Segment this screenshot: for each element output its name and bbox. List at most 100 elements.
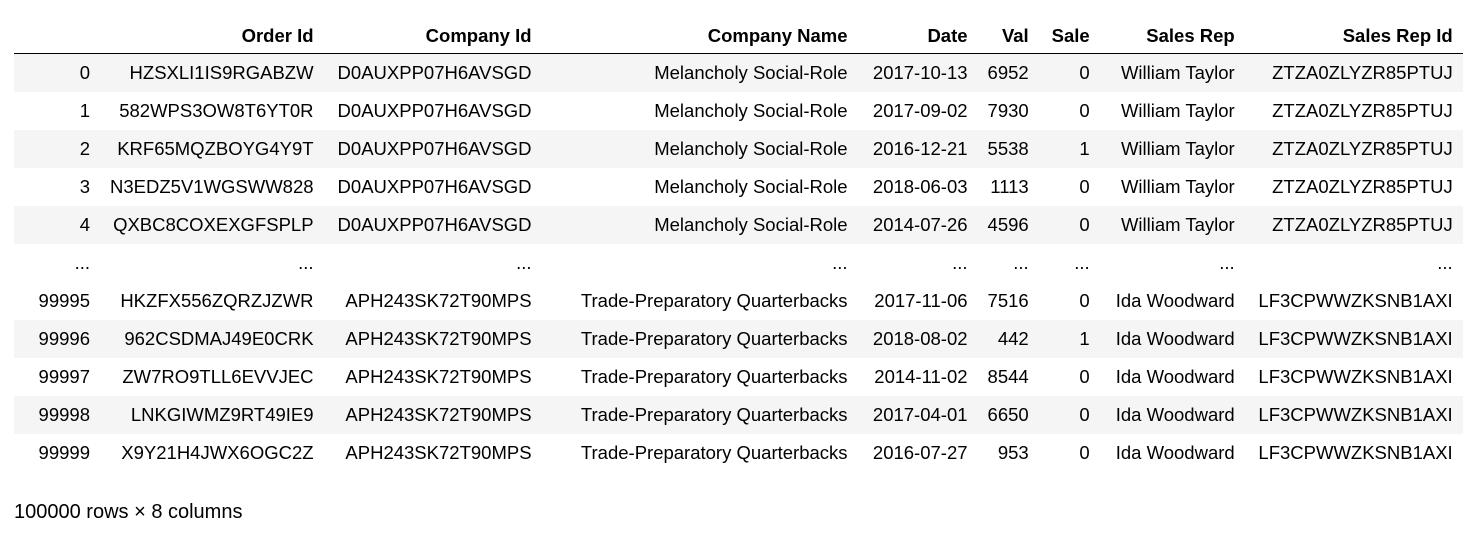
date-cell: 2018-06-03 xyxy=(857,168,978,206)
sales-rep-id-cell: LF3CPWWZKSNB1AXI xyxy=(1244,358,1463,396)
sales-rep-cell: William Taylor xyxy=(1099,53,1245,92)
table-row: 99996 962CSDMAJ49E0CRK APH243SK72T90MPS Tra… xyxy=(14,320,1463,358)
order-id-cell: ZW7RO9TLL6EVVJEC xyxy=(100,358,324,396)
row-index: ... xyxy=(74,252,90,273)
sales-rep-cell: Ida Woodward xyxy=(1099,282,1245,320)
val-cell: 1113 xyxy=(977,168,1039,206)
sales-rep-id-cell: ZTZA0ZLYZR85PTUJ xyxy=(1244,92,1463,130)
sales-rep-cell: Ida Woodward xyxy=(1099,358,1245,396)
date-cell: ... xyxy=(952,252,968,273)
order-id-cell: 582WPS3OW8T6YT0R xyxy=(100,92,324,130)
date-cell: 2017-09-02 xyxy=(857,92,978,130)
sales-rep-id-cell: ZTZA0ZLYZR85PTUJ xyxy=(1244,206,1463,244)
date-cell: 2017-11-06 xyxy=(857,282,978,320)
sale-cell: 0 xyxy=(1038,92,1100,130)
sales-rep-cell: Ida Woodward xyxy=(1099,320,1245,358)
val-cell: 6650 xyxy=(977,396,1039,434)
company-id-cell: APH243SK72T90MPS xyxy=(323,434,542,472)
sale-cell: ... xyxy=(1074,252,1090,273)
row-index: 2 xyxy=(14,130,100,168)
company-id-cell: D0AUXPP07H6AVSGD xyxy=(323,206,542,244)
order-id-cell: X9Y21H4JWX6OGC2Z xyxy=(100,434,324,472)
row-index: 4 xyxy=(14,206,100,244)
order-id-cell: HZSXLI1IS9RGABZW xyxy=(100,53,324,92)
company-id-cell: APH243SK72T90MPS xyxy=(323,358,542,396)
date-cell: 2017-04-01 xyxy=(857,396,978,434)
order-id-cell: KRF65MQZBOYG4Y9T xyxy=(100,130,324,168)
table-row: 0 HZSXLI1IS9RGABZW D0AUXPP07H6AVSGD Melanch… xyxy=(14,53,1463,92)
row-index: 99997 xyxy=(14,358,100,396)
company-id-cell: APH243SK72T90MPS xyxy=(323,396,542,434)
order-id-cell: QXBC8COXEXGFSPLP xyxy=(100,206,324,244)
order-id-cell: HKZFX556ZQRZJZWR xyxy=(100,282,324,320)
val-cell: 442 xyxy=(977,320,1039,358)
sale-cell: 0 xyxy=(1038,53,1100,92)
sales-rep-id-cell: LF3CPWWZKSNB1AXI xyxy=(1244,320,1463,358)
company-name-cell: Trade-Preparatory Quarterbacks xyxy=(541,434,858,472)
order-id-cell: N3EDZ5V1WGSWW828 xyxy=(100,168,324,206)
sales-rep-cell: ... xyxy=(1219,252,1235,273)
company-name-cell: ... xyxy=(832,252,848,273)
sales-rep-cell: William Taylor xyxy=(1099,130,1245,168)
sales-rep-id-cell: ZTZA0ZLYZR85PTUJ xyxy=(1244,130,1463,168)
index-header xyxy=(14,18,100,54)
sale-cell: 0 xyxy=(1038,282,1100,320)
table-row: 99998 LNKGIWMZ9RT49IE9 APH243SK72T90MPS Tra… xyxy=(14,396,1463,434)
sales-rep-id-cell: LF3CPWWZKSNB1AXI xyxy=(1244,434,1463,472)
company-name-cell: Melancholy Social-Role xyxy=(541,168,858,206)
company-name-cell: Trade-Preparatory Quarterbacks xyxy=(541,282,858,320)
table-row: 99995 HKZFX556ZQRZJZWR APH243SK72T90MPS Tra… xyxy=(14,282,1463,320)
sale-cell: 0 xyxy=(1038,434,1100,472)
dataframe-table: Order Id Company Id Company Name Date Va… xyxy=(14,18,1463,472)
sale-cell: 1 xyxy=(1038,320,1100,358)
table-body: 0 HZSXLI1IS9RGABZW D0AUXPP07H6AVSGD Melanch… xyxy=(14,53,1463,472)
company-name-cell: Melancholy Social-Role xyxy=(541,206,858,244)
row-index: 99996 xyxy=(14,320,100,358)
column-header-sales-rep: Sales Rep xyxy=(1099,18,1245,54)
table-row: 99997 ZW7RO9TLL6EVVJEC APH243SK72T90MPS Tra… xyxy=(14,358,1463,396)
company-name-cell: Trade-Preparatory Quarterbacks xyxy=(541,396,858,434)
column-header-sales-rep-id: Sales Rep Id xyxy=(1244,18,1463,54)
column-header-company-name: Company Name xyxy=(541,18,858,54)
row-index: 99999 xyxy=(14,434,100,472)
date-cell: 2014-07-26 xyxy=(857,206,978,244)
row-index: 99995 xyxy=(14,282,100,320)
sales-rep-cell: William Taylor xyxy=(1099,92,1245,130)
ellipsis-row: ........................... xyxy=(14,244,1463,282)
table-row: 99999 X9Y21H4JWX6OGC2Z APH243SK72T90MPS Tra… xyxy=(14,434,1463,472)
company-id-cell: APH243SK72T90MPS xyxy=(323,320,542,358)
sales-rep-id-cell: ZTZA0ZLYZR85PTUJ xyxy=(1244,168,1463,206)
column-header-date: Date xyxy=(857,18,978,54)
company-id-cell: ... xyxy=(516,252,532,273)
sale-cell: 0 xyxy=(1038,206,1100,244)
sale-cell: 0 xyxy=(1038,358,1100,396)
sale-cell: 0 xyxy=(1038,396,1100,434)
column-header-val: Val xyxy=(977,18,1039,54)
company-id-cell: D0AUXPP07H6AVSGD xyxy=(323,92,542,130)
table-row: 3 N3EDZ5V1WGSWW828 D0AUXPP07H6AVSGD Melanch… xyxy=(14,168,1463,206)
shape-summary: 100000 rows × 8 columns xyxy=(14,501,243,523)
company-name-cell: Melancholy Social-Role xyxy=(541,130,858,168)
order-id-cell: ... xyxy=(298,252,314,273)
column-header-sale: Sale xyxy=(1038,18,1100,54)
company-id-cell: D0AUXPP07H6AVSGD xyxy=(323,130,542,168)
dataframe-output: Order Id Company Id Company Name Date Va… xyxy=(14,18,1463,523)
date-cell: 2014-11-02 xyxy=(857,358,978,396)
header-row: Order Id Company Id Company Name Date Va… xyxy=(14,18,1463,54)
company-name-cell: Melancholy Social-Role xyxy=(541,92,858,130)
date-cell: 2017-10-13 xyxy=(857,53,978,92)
column-header-company-id: Company Id xyxy=(323,18,542,54)
date-cell: 2018-08-02 xyxy=(857,320,978,358)
table-row: 4 QXBC8COXEXGFSPLP D0AUXPP07H6AVSGD Melanch… xyxy=(14,206,1463,244)
sales-rep-cell: William Taylor xyxy=(1099,206,1245,244)
company-id-cell: D0AUXPP07H6AVSGD xyxy=(323,53,542,92)
val-cell: 5538 xyxy=(977,130,1039,168)
company-name-cell: Melancholy Social-Role xyxy=(541,53,858,92)
row-index: 3 xyxy=(14,168,100,206)
table-row: 1 582WPS3OW8T6YT0R D0AUXPP07H6AVSGD Melanch… xyxy=(14,92,1463,130)
val-cell: 4596 xyxy=(977,206,1039,244)
sales-rep-cell: Ida Woodward xyxy=(1099,434,1245,472)
sales-rep-cell: Ida Woodward xyxy=(1099,396,1245,434)
val-cell: 7516 xyxy=(977,282,1039,320)
date-cell: 2016-12-21 xyxy=(857,130,978,168)
